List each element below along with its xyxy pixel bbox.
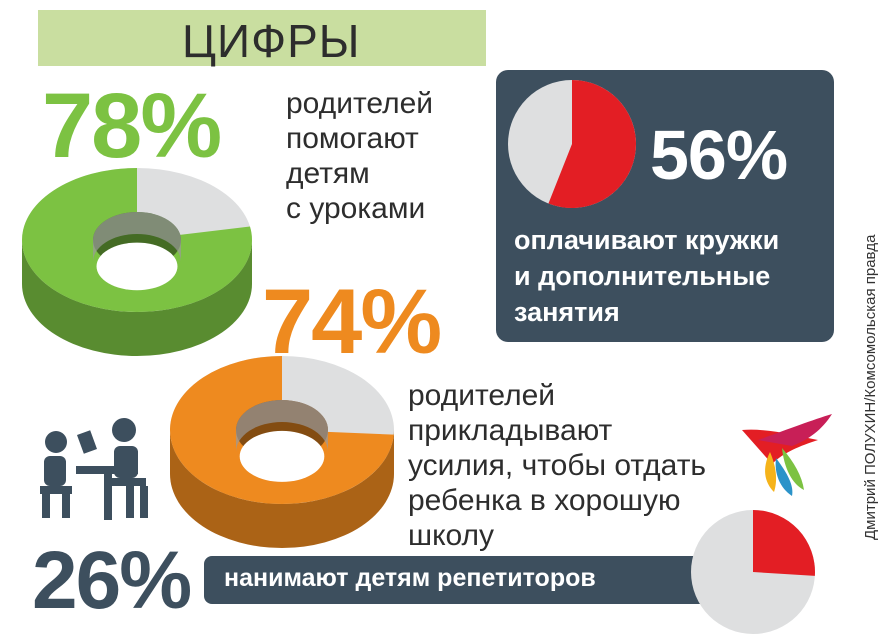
stat-56-description: оплачивают кружки и дополнительные занят… bbox=[514, 225, 780, 327]
stat-78-percent: 78% bbox=[42, 75, 222, 177]
pie-26-slice-value bbox=[753, 510, 815, 576]
page-title: ЦИФРЫ bbox=[182, 15, 361, 67]
stat-78-description: родителей помогают детям с уроками bbox=[286, 87, 434, 225]
stat-26-bar bbox=[204, 556, 722, 604]
stat-74-description: родителей прикладывают усилия, чтобы отд… bbox=[408, 379, 707, 552]
stat-74-percent: 74% bbox=[262, 271, 442, 373]
stat-56-percent: 56% bbox=[650, 116, 788, 194]
stat-26-description: нанимают детям репетиторов bbox=[224, 564, 596, 592]
stat-26-percent: 26% bbox=[32, 535, 192, 626]
title-banner bbox=[38, 10, 486, 66]
pie-56-slice-value bbox=[548, 80, 636, 208]
photo-credit: Дмитрий ПОЛУХИН/Комсомольская правда bbox=[862, 234, 879, 540]
